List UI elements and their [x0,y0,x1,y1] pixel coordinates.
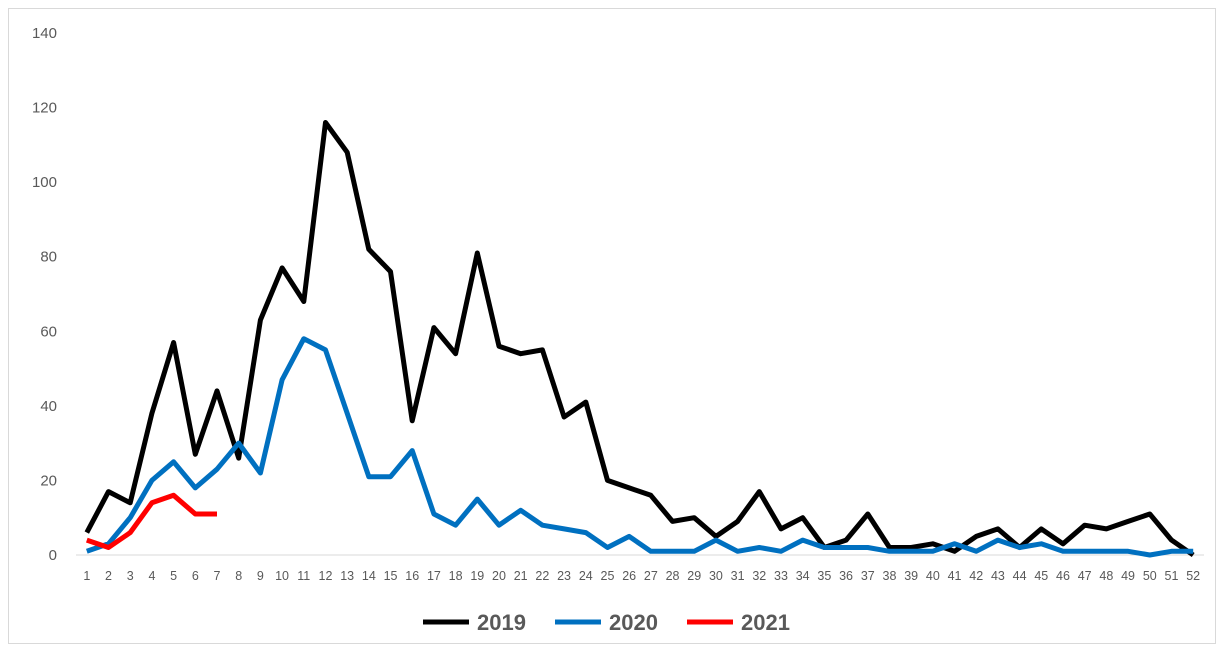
legend-label-2020: 2020 [609,610,658,635]
x-tick-label-11: 11 [297,569,310,583]
legend-item-2021: 2021 [687,610,790,635]
x-tick-label-26: 26 [622,569,636,583]
x-tick-label-14: 14 [362,569,376,583]
x-tick-label-41: 41 [948,569,962,583]
x-tick-label-6: 6 [192,569,199,583]
legend-label-2019: 2019 [477,610,526,635]
x-tick-label-19: 19 [470,569,484,583]
x-tick-label-28: 28 [666,569,680,583]
x-tick-label-23: 23 [557,569,571,583]
x-tick-label-2: 2 [105,569,112,583]
y-axis: 0 20 40 60 80 100 120 140 [32,25,57,564]
x-tick-label-40: 40 [926,569,940,583]
y-tick-label-140: 140 [32,25,57,42]
y-tick-label-20: 20 [40,472,57,489]
x-tick-label-44: 44 [1013,569,1027,583]
y-tick-label-0: 0 [49,547,57,564]
x-tick-label-35: 35 [817,569,831,583]
x-tick-label-49: 49 [1121,569,1135,583]
x-tick-label-15: 15 [384,569,398,583]
x-tick-label-52: 52 [1186,569,1200,583]
x-tick-label-32: 32 [752,569,766,583]
x-tick-label-50: 50 [1143,569,1157,583]
x-tick-label-30: 30 [709,569,723,583]
y-tick-label-80: 80 [40,249,57,266]
x-tick-label-33: 33 [774,569,788,583]
legend: 2019 2020 2021 [423,610,790,635]
x-tick-label-1: 1 [83,569,90,583]
y-tick-label-40: 40 [40,398,57,415]
series-line-2021 [85,492,217,550]
x-tick-label-22: 22 [535,569,549,583]
series-layer [84,120,1195,558]
x-tick-label-45: 45 [1034,569,1048,583]
x-tick-label-18: 18 [449,569,463,583]
x-tick-label-42: 42 [969,569,983,583]
x-tick-label-4: 4 [148,569,155,583]
x-tick-label-16: 16 [405,569,419,583]
x-tick-label-47: 47 [1078,569,1092,583]
x-tick-label-46: 46 [1056,569,1070,583]
x-tick-label-29: 29 [687,569,701,583]
x-tick-label-17: 17 [427,569,441,583]
x-tick-label-38: 38 [883,569,897,583]
x-tick-label-3: 3 [127,569,134,583]
legend-item-2019: 2019 [423,610,526,635]
series-line-2019 [84,120,1195,558]
x-tick-label-20: 20 [492,569,506,583]
chart-frame [8,8,1216,644]
x-tick-label-37: 37 [861,569,875,583]
x-tick-label-48: 48 [1099,569,1113,583]
x-tick-label-31: 31 [731,569,745,583]
x-tick-label-43: 43 [991,569,1005,583]
y-tick-label-100: 100 [32,174,57,191]
x-tick-label-9: 9 [257,569,264,583]
x-tick-label-7: 7 [214,569,221,583]
x-tick-label-8: 8 [235,569,242,583]
x-tick-label-25: 25 [601,569,615,583]
y-tick-label-120: 120 [32,100,57,117]
x-tick-label-10: 10 [275,569,289,583]
x-tick-label-36: 36 [839,569,853,583]
legend-label-2021: 2021 [741,610,790,635]
x-tick-label-5: 5 [170,569,177,583]
x-tick-label-13: 13 [340,569,354,583]
x-tick-label-39: 39 [904,569,918,583]
y-tick-label-60: 60 [40,323,57,340]
series-line-2020 [85,336,1194,558]
x-tick-label-24: 24 [579,569,593,583]
x-tick-label-21: 21 [514,569,528,583]
x-tick-label-51: 51 [1165,569,1179,583]
x-tick-label-12: 12 [319,569,333,583]
x-axis: 1 2 3 4 5 6 7 8 9 10 11 12 13 14 15 16 17 18 19 20 21 22 23 24 2… [76,554,1204,583]
legend-item-2020: 2020 [555,610,658,635]
x-tick-label-34: 34 [796,569,810,583]
x-tick-label-27: 27 [644,569,658,583]
